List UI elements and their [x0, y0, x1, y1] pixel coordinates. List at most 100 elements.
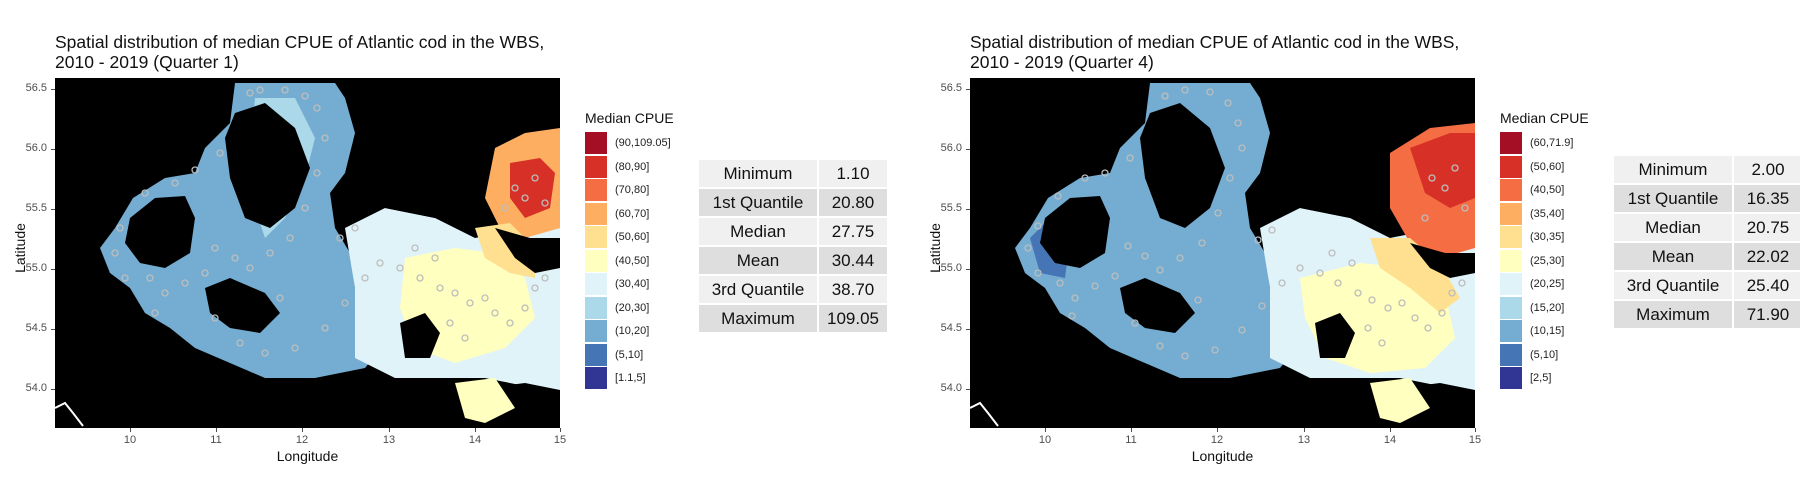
x-tick-mark — [302, 428, 303, 432]
stat-label: Maximum — [1614, 301, 1732, 328]
legend-label: (10,15] — [1530, 325, 1565, 337]
y-tick-mark — [966, 269, 970, 270]
stat-value: 109.05 — [819, 305, 887, 332]
cpue-hotspot — [1410, 133, 1475, 208]
y-tick-label: 55.0 — [940, 262, 962, 274]
legend-swatch — [1500, 249, 1522, 272]
y-tick-mark — [51, 209, 55, 210]
map-panel-q1: Spatial distribution of median CPUE of A… — [12, 32, 889, 464]
legend-swatch — [585, 273, 607, 295]
stat-label: Mean — [1614, 243, 1732, 270]
y-tick-label: 56.5 — [940, 82, 962, 94]
stat-label: Median — [699, 218, 817, 245]
x-tick-label: 10 — [123, 434, 137, 446]
stat-value: 16.35 — [1734, 185, 1800, 212]
legend-label: (40,50] — [1530, 184, 1565, 196]
y-tick-label: 55.5 — [25, 202, 47, 214]
legend-label: (60,70] — [615, 207, 650, 220]
cpue-map — [55, 78, 560, 428]
x-tick-mark — [389, 428, 390, 432]
stats-row: 3rd Quantile 38.70 — [699, 276, 887, 303]
y-axis-label: Latitude — [927, 223, 943, 273]
stat-value: 1.10 — [819, 160, 887, 187]
stat-label: Maximum — [699, 305, 817, 332]
stats-row: 1st Quantile 16.35 — [1614, 185, 1800, 212]
stat-label: 3rd Quantile — [1614, 272, 1732, 299]
y-tick-mark — [966, 329, 970, 330]
sampling-stations — [111, 86, 549, 357]
x-axis-label: Longitude — [1191, 448, 1254, 464]
map-title: Spatial distribution of median CPUE of A… — [970, 32, 1460, 72]
sea-west — [1015, 83, 1305, 378]
stats-row: 1st Quantile 20.80 — [699, 189, 887, 216]
stat-value: 38.70 — [819, 276, 887, 303]
stat-label: Minimum — [699, 160, 817, 187]
y-tick-label: 56.0 — [940, 142, 962, 154]
summary-stats-table: Minimum 1.10 1st Quantile 20.80 Median 27.75 M… — [697, 158, 889, 334]
y-tick-mark — [51, 389, 55, 390]
stat-label: Median — [1614, 214, 1732, 241]
sea-sliver — [1370, 378, 1430, 423]
x-tick-label: 13 — [1297, 434, 1311, 446]
legend-label: (50,60] — [1530, 160, 1565, 173]
legend-title: Median CPUE — [1500, 110, 1589, 126]
legend-swatch — [1500, 226, 1522, 248]
legend-title: Median CPUE — [585, 110, 674, 126]
x-tick-mark — [130, 428, 131, 432]
sea-sliver — [455, 378, 515, 423]
island-funen — [125, 196, 195, 268]
coast-line-white — [970, 401, 999, 427]
legend-label: (50,60] — [615, 231, 650, 243]
stats-row: Maximum 71.90 — [1614, 301, 1800, 328]
legend-swatch — [585, 226, 607, 248]
x-tick-label: 11 — [1125, 434, 1137, 446]
stat-label: 1st Quantile — [1614, 185, 1732, 212]
legend-label: (35,40] — [1530, 207, 1565, 220]
stat-label: 1st Quantile — [699, 189, 817, 216]
legend-label: (25,30] — [1530, 254, 1565, 267]
stat-value: 2.00 — [1734, 156, 1800, 183]
y-tick-mark — [966, 149, 970, 150]
x-tick-mark — [1390, 428, 1391, 432]
x-tick-mark — [216, 428, 217, 432]
stats-row: Median 20.75 — [1614, 214, 1800, 241]
x-tick-mark — [1131, 428, 1132, 432]
stats-row: Maximum 109.05 — [699, 305, 887, 332]
x-tick-label: 10 — [1038, 434, 1052, 446]
legend-swatch — [1500, 296, 1522, 319]
stats-row: 3rd Quantile 25.40 — [1614, 272, 1800, 299]
stat-label: Minimum — [1614, 156, 1732, 183]
map-title: Spatial distribution of median CPUE of A… — [55, 32, 545, 72]
stat-value: 22.02 — [1734, 243, 1800, 270]
coast-line-white — [55, 401, 84, 427]
legend-label: (90,109.05] — [615, 137, 671, 149]
island-lolland — [1120, 278, 1195, 333]
stat-value: 71.90 — [1734, 301, 1800, 328]
legend-swatch — [1500, 320, 1522, 342]
y-tick-label: 54.5 — [25, 322, 47, 334]
legend-swatch — [1500, 179, 1522, 201]
y-tick-mark — [966, 89, 970, 90]
x-axis-label: Longitude — [276, 448, 339, 464]
map-panel-q4: Spatial distribution of median CPUE of A… — [915, 0, 1800, 497]
stats-row: Median 27.75 — [699, 218, 887, 245]
legend-label: [1.1,5] — [615, 372, 646, 384]
legend-swatch — [585, 343, 607, 366]
x-tick-mark — [475, 428, 476, 432]
y-tick-mark — [51, 269, 55, 270]
x-tick-label: 14 — [1383, 434, 1397, 446]
legend-label: (60,71.9] — [1530, 137, 1574, 149]
stat-value: 30.44 — [819, 247, 887, 274]
legend-swatch — [585, 249, 607, 272]
legend-label: (20,25] — [1530, 278, 1565, 290]
summary-stats-table: Minimum 2.00 1st Quantile 16.35 Median 20.75 M… — [1612, 154, 1800, 330]
legend-label: (30,35] — [1530, 231, 1565, 243]
x-tick-label: 12 — [1210, 434, 1224, 446]
sampling-stations — [1024, 86, 1469, 360]
stats-row: Minimum 1.10 — [699, 160, 887, 187]
legend-label: (5,10] — [1530, 348, 1559, 361]
x-tick-mark — [1045, 428, 1046, 432]
x-tick-mark — [1304, 428, 1305, 432]
stats-row: Minimum 2.00 — [1614, 156, 1800, 183]
legend-swatch — [585, 179, 607, 201]
